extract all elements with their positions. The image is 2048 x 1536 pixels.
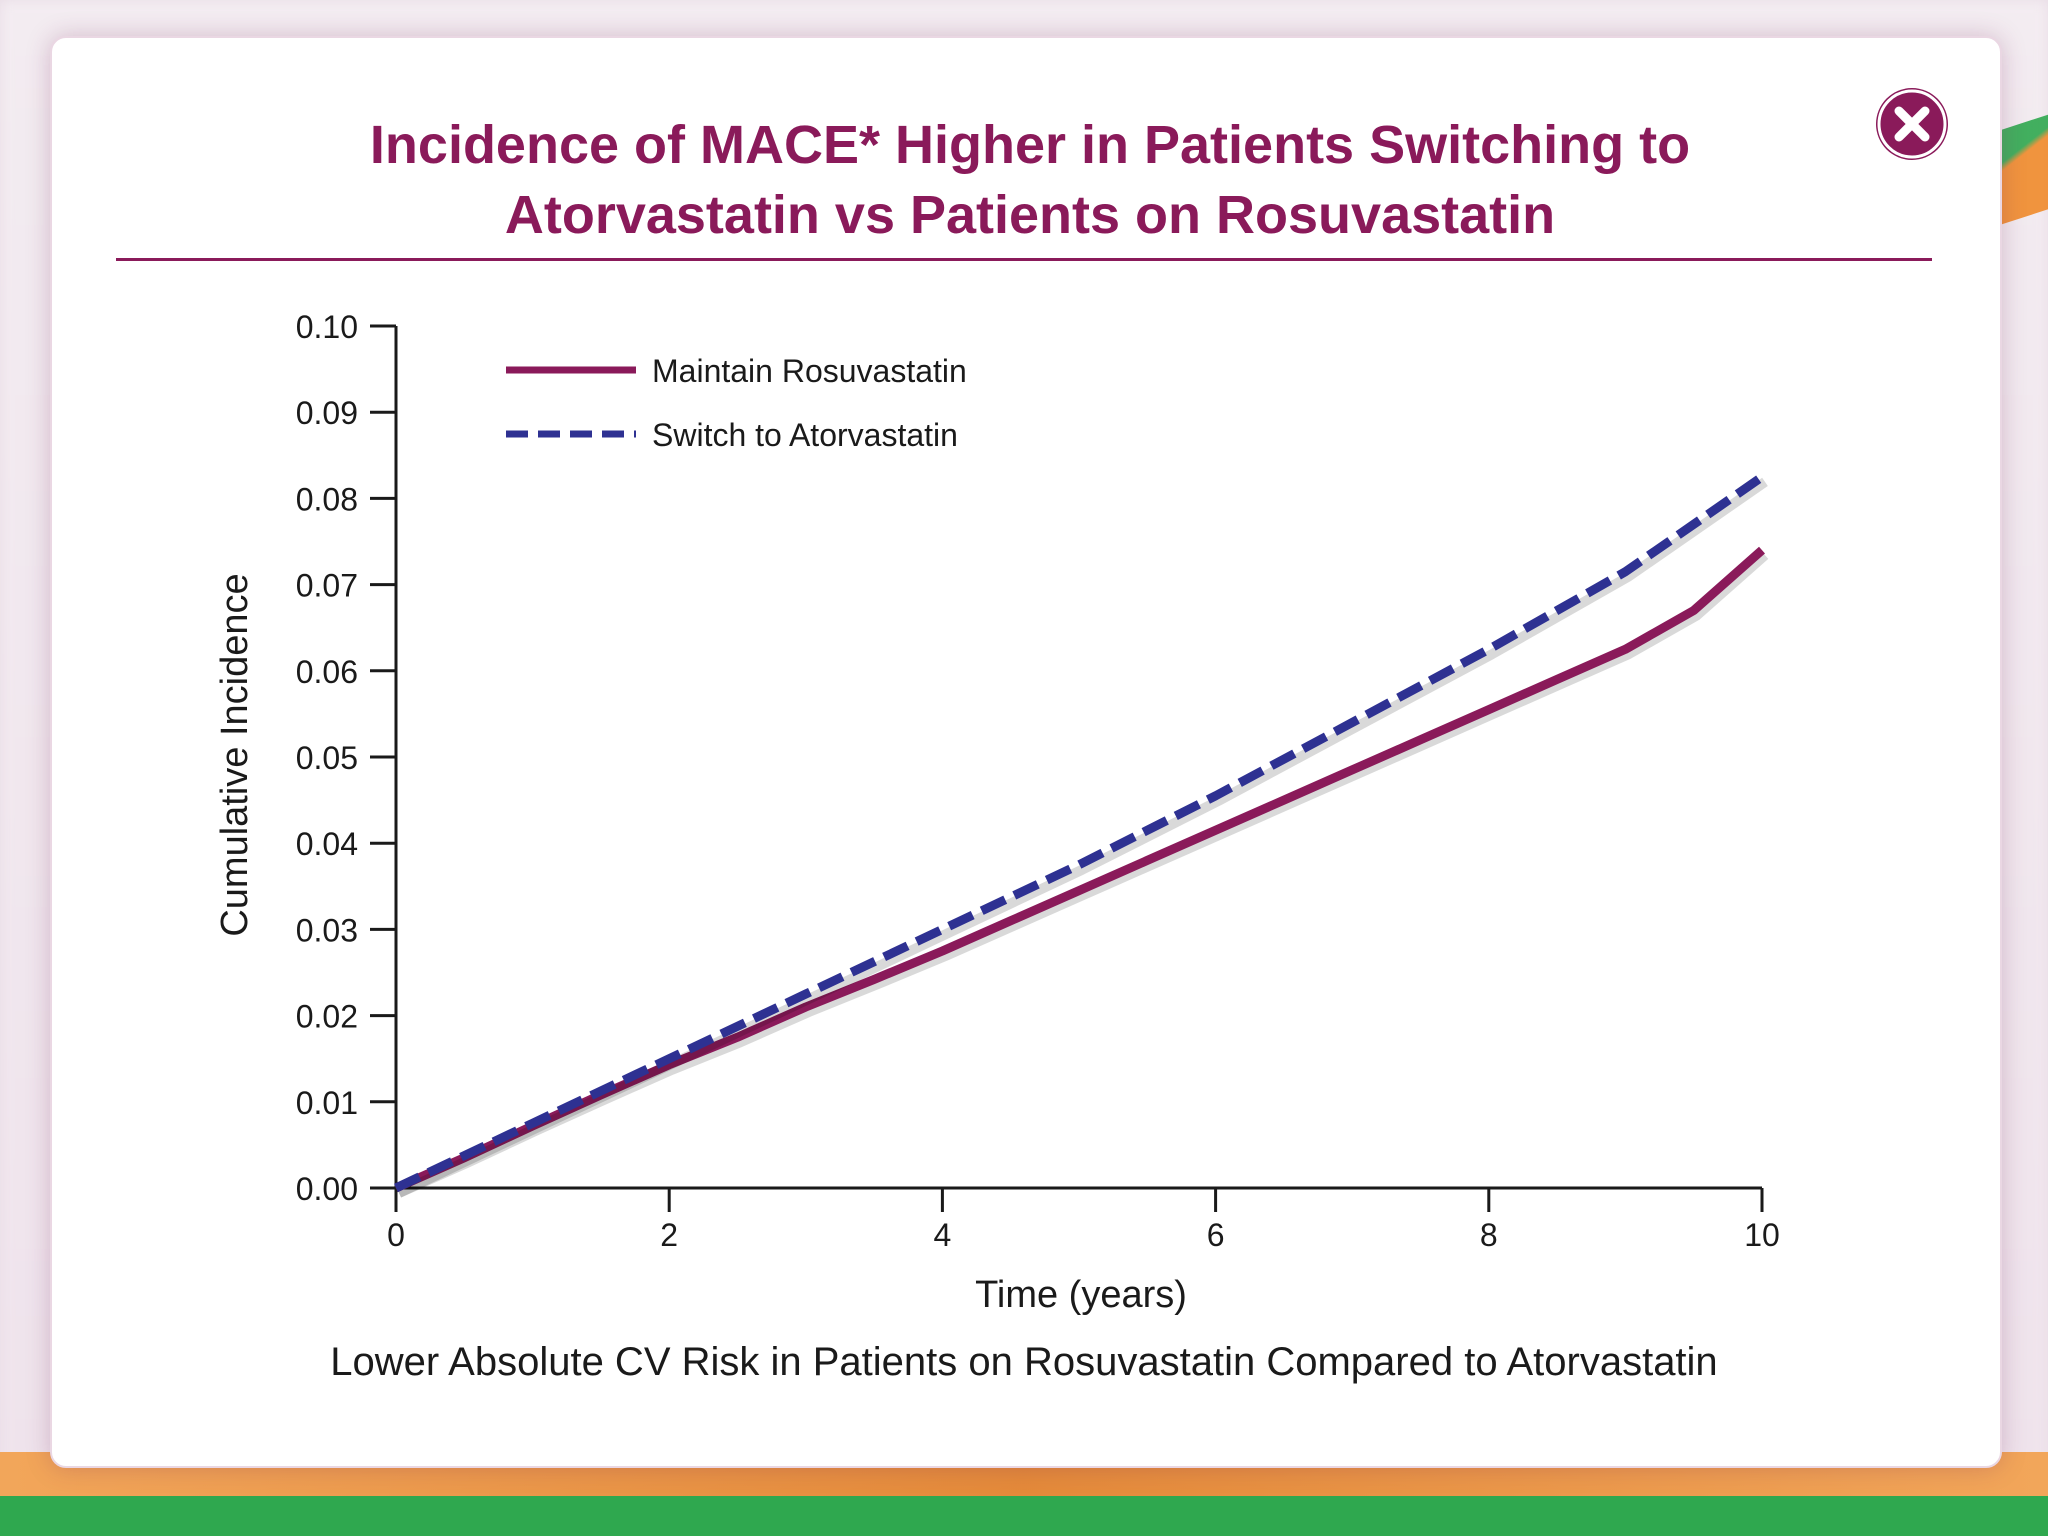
legend-label: Maintain Rosuvastatin (652, 353, 967, 389)
chart-legend: Maintain Rosuvastatin Switch to Atorvasta… (506, 353, 967, 453)
series-line-switch-to-atorvastatin (394, 473, 1765, 1193)
title-line-1: Incidence of MACE* Higher in Patients Sw… (369, 115, 1691, 175)
x-tick-label: 10 (1744, 1217, 1780, 1253)
y-tick-label: 0.07 (296, 568, 358, 604)
y-tick-label: 0.02 (296, 999, 358, 1035)
y-tick-label: 0.05 (296, 740, 358, 776)
y-tick-label: 0.00 (296, 1171, 358, 1207)
chart-series (394, 473, 1769, 1198)
y-tick-label: 0.09 (296, 395, 358, 431)
y-axis-label: Cumulative Incidence (214, 573, 256, 936)
chart-axes: 0.00 0.01 0.02 0.03 0.04 0.05 0.06 0.07 0.08 0.09… (296, 309, 1780, 1253)
x-tick-label: 2 (660, 1217, 678, 1253)
legend-label: Switch to Atorvastatin (652, 417, 958, 453)
y-tick-label: 0.06 (296, 654, 358, 690)
y-tick-label: 0.03 (296, 912, 358, 948)
x-tick-label: 0 (387, 1217, 405, 1253)
chart-modal (50, 36, 2002, 1468)
y-tick-label: 0.08 (296, 481, 358, 517)
close-button[interactable] (1876, 88, 1948, 160)
x-axis-label: Time (years) (975, 1274, 1187, 1316)
y-tick-label: 0.10 (296, 309, 358, 345)
x-tick-label: 4 (934, 1217, 952, 1253)
modal-title: Incidence of MACE* Higher in Patients Sw… (130, 110, 1930, 250)
series-shadow (396, 551, 1769, 1198)
title-divider (116, 258, 1932, 261)
x-tick-label: 8 (1480, 1217, 1498, 1253)
close-icon (1877, 89, 1947, 159)
chart-caption: Lower Absolute CV Risk in Patients on Ro… (330, 1340, 1718, 1384)
footer-stripe-green (0, 1496, 2048, 1536)
y-tick-label: 0.04 (296, 826, 358, 862)
series-line-maintain-rosuvastatin (394, 546, 1765, 1193)
series-shadow (396, 477, 1768, 1198)
y-tick-label: 0.01 (296, 1085, 358, 1121)
title-line-2: Atorvastatin vs Patients on Rosuvastatin (504, 185, 1556, 245)
x-tick-label: 6 (1207, 1217, 1225, 1253)
